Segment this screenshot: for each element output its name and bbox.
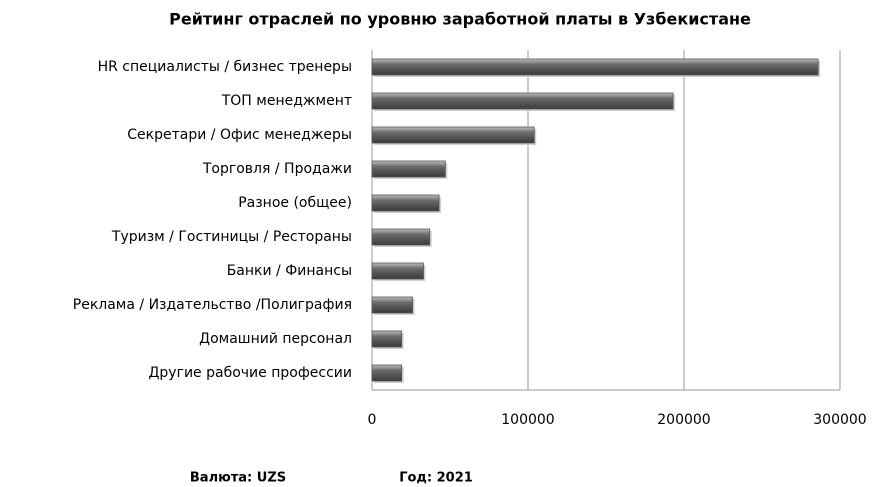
x-tick-label: 100000 [501,412,554,428]
bar [371,330,403,348]
bar [371,296,413,314]
y-tick-label: Разное (общее) [238,195,352,211]
y-tick-label: Торговля / Продажи [202,161,352,177]
bar [371,160,446,178]
x-tick-label: 0 [368,412,377,428]
x-tick-label: 300000 [813,412,866,428]
y-tick-label: Секретари / Офис менеджеры [127,127,352,143]
x-tick-label: 200000 [657,412,710,428]
y-tick-label: Туризм / Гостиницы / Рестораны [111,229,352,245]
bar [371,58,819,76]
y-tick-label: ТОП менеджмент [221,93,352,109]
y-tick-label: Другие рабочие профессии [148,365,352,381]
bar [371,194,440,212]
chart-title: Рейтинг отраслей по уровню заработной пл… [169,10,751,29]
y-tick-label: Домашний персонал [199,331,352,347]
footnote: Год: 2021 [399,471,473,486]
bar [371,262,424,280]
bar [371,364,403,382]
y-tick-label: Реклама / Издательство /Полиграфия [73,297,352,313]
footnote: Валюта: UZS [190,471,286,486]
y-tick-label: Банки / Финансы [227,263,352,279]
bar [371,126,535,144]
y-tick-label: HR специалисты / бизнес тренеры [98,59,352,75]
bar [371,92,674,110]
bar [371,228,431,246]
